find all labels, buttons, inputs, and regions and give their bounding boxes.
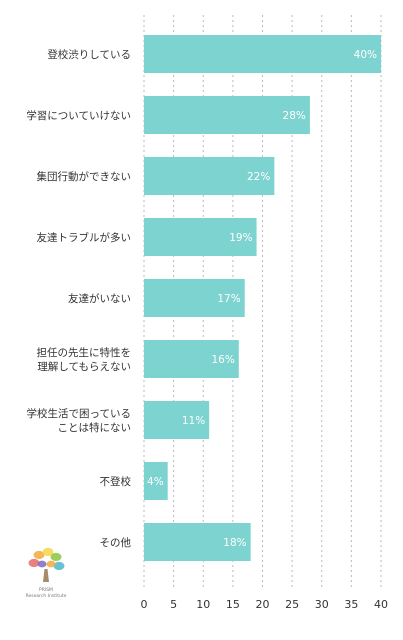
category-label-line: 集団行動ができない [37, 170, 132, 183]
bar-value-label: 4% [147, 476, 164, 488]
logo-trunk [43, 569, 49, 582]
logo-petal [50, 552, 62, 562]
bar [144, 96, 310, 134]
bar [144, 279, 245, 317]
category-label-line: 学習についていけない [26, 109, 131, 122]
category-label: 集団行動ができない [37, 170, 132, 183]
bar-value-label: 18% [223, 537, 246, 549]
category-label-line: 不登校 [100, 475, 132, 488]
bar [144, 218, 257, 256]
bar [144, 523, 251, 561]
bar-value-label: 17% [217, 293, 240, 305]
x-tick-label: 10 [196, 598, 210, 611]
logo-subtitle: Research Institute [26, 593, 67, 599]
category-label-line: ことは特にない [58, 422, 132, 434]
logo-petal [42, 547, 54, 557]
category-label-line: 友達がいない [68, 292, 131, 305]
category-label-line: 学校生活で困っている [27, 407, 131, 420]
bar [144, 157, 275, 195]
bar [144, 340, 239, 378]
category-label: 友達トラブルが多い [37, 231, 132, 244]
logo-petal [46, 560, 56, 568]
logo-name: PRISM [39, 587, 53, 593]
bar-value-label: 11% [182, 415, 205, 427]
bar-value-label: 16% [211, 354, 234, 366]
x-tick-label: 0 [141, 598, 148, 611]
category-label-line: 担任の先生に特性を [37, 346, 132, 359]
category-label-line: 登校渋りしている [47, 48, 131, 61]
tick-layer: 0 5 10 15 20 25 30 35 40 [141, 598, 389, 611]
logo-petal [28, 558, 40, 568]
bar-value-label: 40% [354, 49, 377, 61]
category-label: 友達がいない [68, 292, 131, 305]
bar [144, 35, 381, 73]
logo-petal [37, 560, 47, 568]
logo-petal [53, 561, 65, 571]
x-tick-label: 5 [170, 598, 177, 611]
x-tick-label: 25 [285, 598, 299, 611]
bar-value-label: 28% [283, 110, 306, 122]
category-label-line: 友達トラブルが多い [37, 231, 132, 244]
label-layer: 登校渋りしている学習についていけない集団行動ができない友達トラブルが多い友達がい… [26, 48, 131, 549]
x-tick-label: 35 [344, 598, 358, 611]
bar [144, 462, 168, 500]
tree-logo-icon [28, 547, 65, 582]
bar [144, 401, 210, 439]
bar-value-label: 22% [247, 171, 270, 183]
x-tick-label: 20 [256, 598, 270, 611]
category-label: 学習についていけない [26, 109, 131, 122]
category-label: 登校渋りしている [47, 48, 131, 61]
category-label: 不登校 [100, 475, 132, 488]
bar-layer: 40% 28% 22% 19% 17% 16% 11% 4% 18% [144, 35, 381, 561]
category-label-line: その他 [100, 536, 132, 549]
logo: PRISM Research Institute [26, 547, 67, 599]
category-label: その他 [100, 536, 132, 549]
logo-petal [33, 550, 45, 560]
category-label-line: 理解してもらえない [37, 360, 131, 373]
x-tick-label: 40 [374, 598, 388, 611]
bar-value-label: 19% [229, 232, 252, 244]
x-tick-label: 30 [315, 598, 329, 611]
x-tick-label: 15 [226, 598, 240, 611]
